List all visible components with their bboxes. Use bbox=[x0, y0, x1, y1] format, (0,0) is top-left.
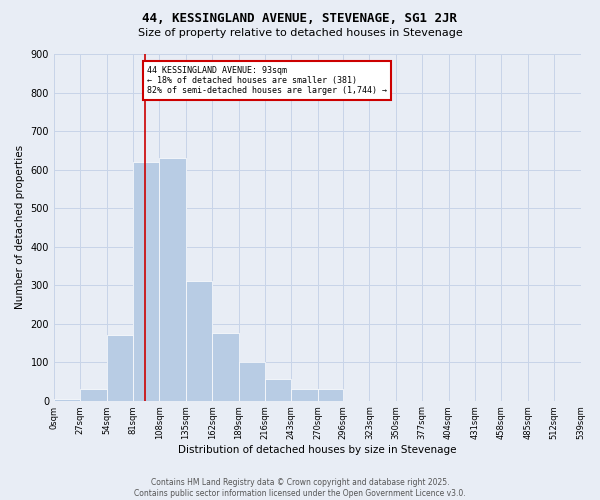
Bar bbox=[317, 389, 343, 400]
Bar bbox=[265, 380, 292, 400]
Bar bbox=[107, 335, 133, 400]
Bar bbox=[186, 281, 212, 400]
Bar bbox=[133, 162, 160, 400]
Text: 44, KESSINGLAND AVENUE, STEVENAGE, SG1 2JR: 44, KESSINGLAND AVENUE, STEVENAGE, SG1 2… bbox=[143, 12, 458, 26]
X-axis label: Distribution of detached houses by size in Stevenage: Distribution of detached houses by size … bbox=[178, 445, 457, 455]
Bar bbox=[54, 398, 80, 400]
Bar bbox=[212, 333, 239, 400]
Bar bbox=[239, 362, 265, 401]
Bar bbox=[160, 158, 186, 400]
Text: Size of property relative to detached houses in Stevenage: Size of property relative to detached ho… bbox=[137, 28, 463, 38]
Bar bbox=[292, 389, 317, 400]
Text: 44 KESSINGLAND AVENUE: 93sqm
← 18% of detached houses are smaller (381)
82% of s: 44 KESSINGLAND AVENUE: 93sqm ← 18% of de… bbox=[147, 66, 387, 96]
Bar bbox=[80, 389, 107, 400]
Y-axis label: Number of detached properties: Number of detached properties bbox=[15, 145, 25, 310]
Text: Contains HM Land Registry data © Crown copyright and database right 2025.
Contai: Contains HM Land Registry data © Crown c… bbox=[134, 478, 466, 498]
